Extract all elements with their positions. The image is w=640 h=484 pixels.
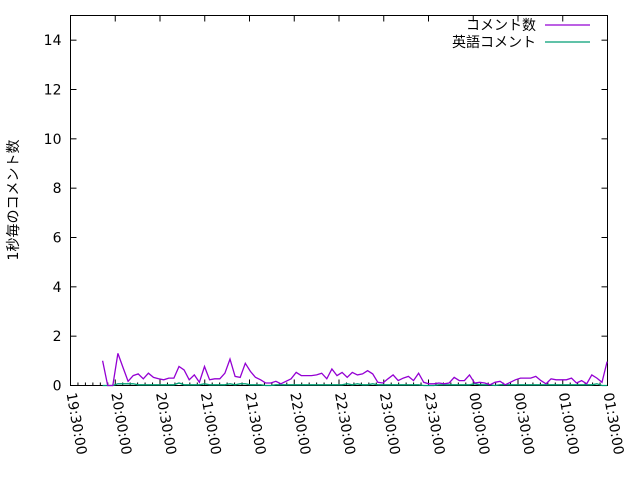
y-tick-label: 8 <box>53 181 62 197</box>
x-tick-label: 20:30:00 <box>152 391 179 456</box>
x-tick-label: 00:30:00 <box>510 391 537 456</box>
y-tick-label: 4 <box>53 280 62 296</box>
x-tick-label: 23:00:00 <box>376 391 403 456</box>
legend: コメント数 英語コメント <box>452 18 590 51</box>
x-tick-label: 00:00:00 <box>465 391 492 456</box>
x-tick-label: 23:30:00 <box>421 391 448 456</box>
x-tick-label: 21:30:00 <box>242 391 269 456</box>
legend-label-0: コメント数 <box>466 18 536 34</box>
legend-label-1: 英語コメント <box>452 34 536 51</box>
series-line-0 <box>103 353 607 385</box>
x-tick-label: 19:30:00 <box>63 391 90 456</box>
y-tick-label: 6 <box>53 231 62 247</box>
y-tick-label: 14 <box>44 33 62 49</box>
x-tick-label: 21:00:00 <box>197 391 224 456</box>
x-tick-label: 22:00:00 <box>286 391 313 456</box>
y-tick-label: 10 <box>44 132 62 148</box>
x-tick-label: 01:30:00 <box>600 391 627 456</box>
x-tick-label: 22:30:00 <box>331 391 358 456</box>
y-tick-label: 0 <box>53 379 62 395</box>
y-axis-label: 1秒毎のコメント数 <box>6 140 22 261</box>
y-tick-label: 2 <box>53 329 62 345</box>
y-tick-label: 12 <box>44 83 62 99</box>
plot-frame <box>71 16 608 386</box>
x-tick-label: 20:00:00 <box>107 391 134 456</box>
x-tick-label: 01:00:00 <box>555 391 582 456</box>
